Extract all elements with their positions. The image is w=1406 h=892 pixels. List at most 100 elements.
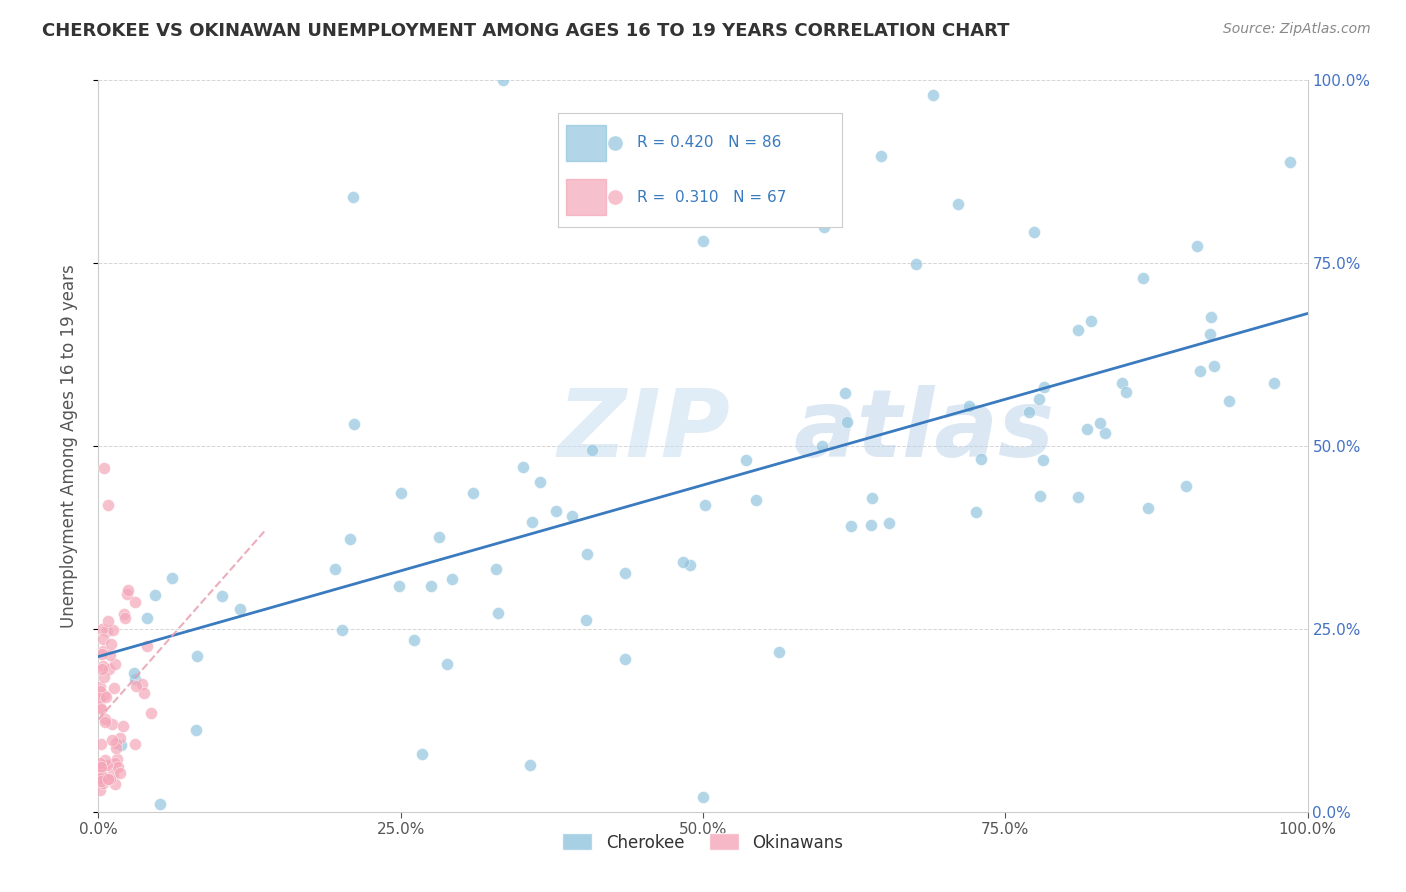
Point xyxy=(388,578,411,592)
Point xyxy=(492,73,515,87)
Point xyxy=(1115,384,1137,399)
Point xyxy=(89,767,111,781)
Point xyxy=(813,219,835,234)
Point xyxy=(94,690,117,705)
Point xyxy=(96,624,118,639)
Point xyxy=(613,651,636,665)
Point xyxy=(1199,326,1222,341)
Point xyxy=(904,257,927,271)
Point xyxy=(877,516,900,530)
Point xyxy=(98,648,121,663)
Point xyxy=(91,644,114,658)
Point xyxy=(90,737,112,751)
Point xyxy=(122,666,145,681)
Point xyxy=(1094,426,1116,441)
Point xyxy=(186,648,208,663)
Point xyxy=(1263,376,1285,390)
Point xyxy=(679,558,702,573)
Point xyxy=(186,723,208,737)
Point xyxy=(101,717,124,731)
Point xyxy=(921,87,943,102)
Point xyxy=(1088,416,1111,430)
Text: ZIP: ZIP xyxy=(558,385,731,477)
Point xyxy=(965,505,987,519)
Point xyxy=(131,677,153,691)
Point xyxy=(529,475,551,489)
Point xyxy=(124,737,146,751)
Point xyxy=(229,601,252,615)
Point xyxy=(692,234,714,248)
Point xyxy=(104,777,127,791)
Point xyxy=(89,760,111,774)
Point xyxy=(389,485,412,500)
Point xyxy=(339,532,361,546)
Point xyxy=(108,731,131,745)
Point xyxy=(108,766,131,780)
Point xyxy=(695,498,717,512)
Point xyxy=(117,582,139,597)
Point xyxy=(94,714,117,729)
Point xyxy=(735,453,758,467)
Point xyxy=(143,588,166,602)
Point xyxy=(1218,393,1240,408)
Point xyxy=(111,719,134,733)
Point xyxy=(486,606,509,620)
Point xyxy=(672,555,695,569)
Point xyxy=(101,733,124,747)
Point xyxy=(463,486,485,500)
Point xyxy=(89,699,111,714)
Point xyxy=(1279,154,1302,169)
Point xyxy=(104,741,127,756)
Point xyxy=(575,613,598,627)
Text: Source: ZipAtlas.com: Source: ZipAtlas.com xyxy=(1223,22,1371,37)
Point xyxy=(1132,271,1154,285)
Point xyxy=(90,760,112,774)
Point xyxy=(104,756,127,771)
Point xyxy=(1067,323,1090,337)
Point xyxy=(96,758,118,772)
Point xyxy=(110,738,132,752)
Point xyxy=(91,770,114,784)
Point xyxy=(89,681,111,695)
Point xyxy=(692,790,714,805)
Point xyxy=(837,415,859,429)
Point xyxy=(1067,491,1090,505)
Point xyxy=(860,491,883,505)
Point xyxy=(93,770,115,784)
Text: CHEROKEE VS OKINAWAN UNEMPLOYMENT AMONG AGES 16 TO 19 YEARS CORRELATION CHART: CHEROKEE VS OKINAWAN UNEMPLOYMENT AMONG … xyxy=(42,22,1010,40)
Point xyxy=(1188,364,1211,378)
Point xyxy=(103,623,125,637)
Point xyxy=(441,572,464,586)
Point xyxy=(89,783,111,797)
Point xyxy=(485,562,508,576)
Point xyxy=(136,640,159,654)
Point xyxy=(89,759,111,773)
Point xyxy=(125,679,148,693)
Point xyxy=(89,684,111,698)
Point xyxy=(325,561,347,575)
Point xyxy=(91,775,114,789)
Point xyxy=(139,706,162,721)
Point xyxy=(114,611,136,625)
Point xyxy=(343,417,366,432)
Point xyxy=(411,747,433,761)
Point xyxy=(160,571,183,585)
Point xyxy=(522,515,544,529)
Point xyxy=(98,772,121,787)
Point xyxy=(89,771,111,785)
Point xyxy=(97,614,120,628)
Point xyxy=(1028,392,1050,406)
Point xyxy=(614,566,637,580)
Point xyxy=(124,672,146,686)
Point xyxy=(427,530,450,544)
Point xyxy=(1032,380,1054,394)
Point xyxy=(519,757,541,772)
Point xyxy=(1202,359,1225,374)
Point xyxy=(105,752,128,766)
Point xyxy=(149,797,172,812)
Point xyxy=(97,772,120,786)
Point xyxy=(546,504,568,518)
Point xyxy=(104,657,127,671)
Point xyxy=(105,736,128,750)
Point xyxy=(107,759,129,773)
